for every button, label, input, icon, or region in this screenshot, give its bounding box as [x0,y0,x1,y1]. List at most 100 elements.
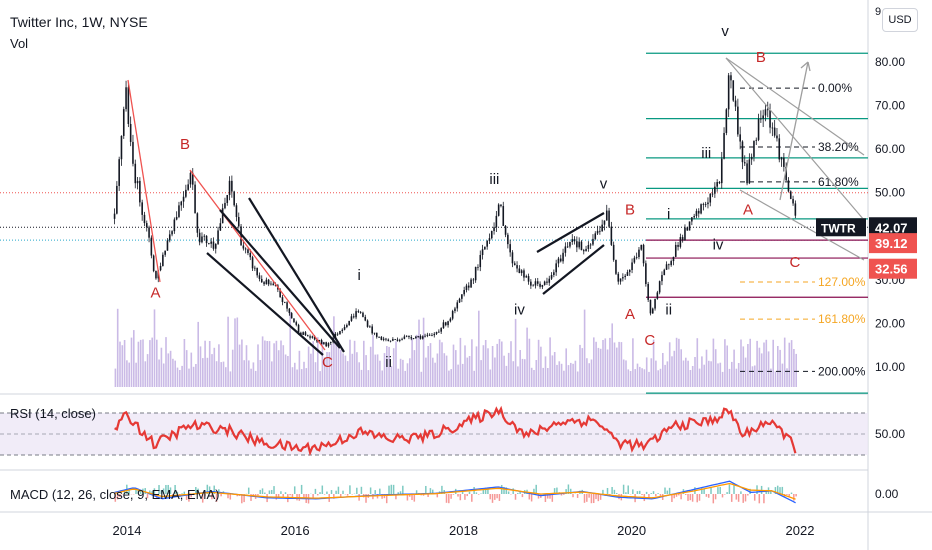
candle-body [792,198,794,204]
fib-level-label: 127.00% [818,275,866,289]
volume-bar [130,337,133,387]
candle-body [212,241,215,249]
macd-histogram-bar [664,487,666,494]
macd-histogram-bar [726,492,728,494]
macd-histogram-bar [733,484,735,494]
macd-histogram-bar [429,488,432,494]
volume-bar [744,357,747,387]
candle-body [226,195,229,203]
candle-body [362,312,364,317]
volume-bar [728,368,731,387]
volume-bar [491,346,494,387]
volume-bar [333,316,335,387]
candle-body [656,292,659,299]
wave-label: iv [514,302,525,319]
macd-histogram-bar [471,494,473,502]
macd-histogram-bar [185,494,188,500]
candle-body [293,318,295,323]
volume-bar [459,337,462,387]
volume-bar [119,341,121,387]
candle-body [509,244,511,253]
price-tick: 70.00 [875,99,905,113]
candle-body [304,332,307,336]
macd-histogram-bar [436,494,439,498]
volume-bar [432,357,434,387]
candle-body [619,278,622,282]
candle-body [352,316,355,318]
candle-body [746,163,748,184]
volume-bar [215,361,218,387]
volume-bar [457,364,459,387]
macd-histogram-bar [464,494,466,500]
candle-body [714,186,716,194]
volume-bar [726,345,728,387]
volume-bar [151,337,153,387]
macd-histogram-bar [602,489,604,494]
macd-histogram-bar [300,484,303,494]
volume-bar [123,340,126,387]
wave-label: ii [385,354,392,371]
volume-bar [471,339,473,387]
macd-histogram-bar [707,494,710,498]
volume-bar [595,341,597,387]
volume-bar [687,360,689,387]
macd-histogram-bar [696,494,698,503]
currency-button[interactable]: USD [882,8,918,32]
volume-bar [588,363,590,387]
volume-bar [135,362,137,387]
macd-histogram-bar [137,488,140,494]
volume-bar [528,338,531,387]
volume-bar [494,357,496,387]
candle-body [493,227,495,231]
volume-bar [287,356,289,387]
volume-bar [514,318,517,387]
candle-body [481,249,484,255]
macd-histogram-bar [606,487,609,494]
volume-bar [353,340,356,387]
volume-bar [197,321,199,387]
candle-body [189,172,192,185]
macd-histogram-bar [330,490,333,494]
volume-bar [668,342,671,387]
macd-histogram-bar [698,494,701,501]
volume-bar [411,338,413,387]
candle-body [228,180,231,196]
candle-body [313,336,316,340]
macd-histogram-bar [427,494,429,497]
macd-histogram-bar [158,485,160,494]
candle-body [346,324,348,327]
wave-label: ii [665,302,672,319]
candle-body [709,193,712,203]
wave-label: i [667,206,670,223]
candle-body [615,259,617,274]
volume-bar [422,317,425,387]
macd-histogram-bar [365,494,367,503]
volume-bar [786,368,788,387]
candle-body [143,214,146,224]
volume-bar [468,356,471,387]
settings-icon[interactable]: 9 [875,6,882,18]
candle-body [394,339,396,340]
volume-bar [478,310,480,387]
macd-histogram-bar [374,490,376,494]
volume-bar [537,339,540,387]
candle-body [605,210,608,221]
macd-histogram-bar [758,494,761,504]
candle-body [594,233,597,239]
volume-bar [701,356,703,387]
candle-body [201,236,203,243]
volume-bar [158,359,160,387]
macd-histogram-bar [369,487,372,494]
macd-histogram-bar [406,494,409,501]
volume-bar [266,341,268,387]
volume-bar [731,361,733,387]
target-arrow [779,61,809,201]
candle-body [546,281,548,283]
macd-histogram-bar [259,489,261,494]
candle-body [651,308,654,314]
volume-bar [567,365,570,387]
wave-label: iii [489,171,499,188]
macd-histogram-bar [289,494,291,496]
volume-bar [254,370,257,387]
